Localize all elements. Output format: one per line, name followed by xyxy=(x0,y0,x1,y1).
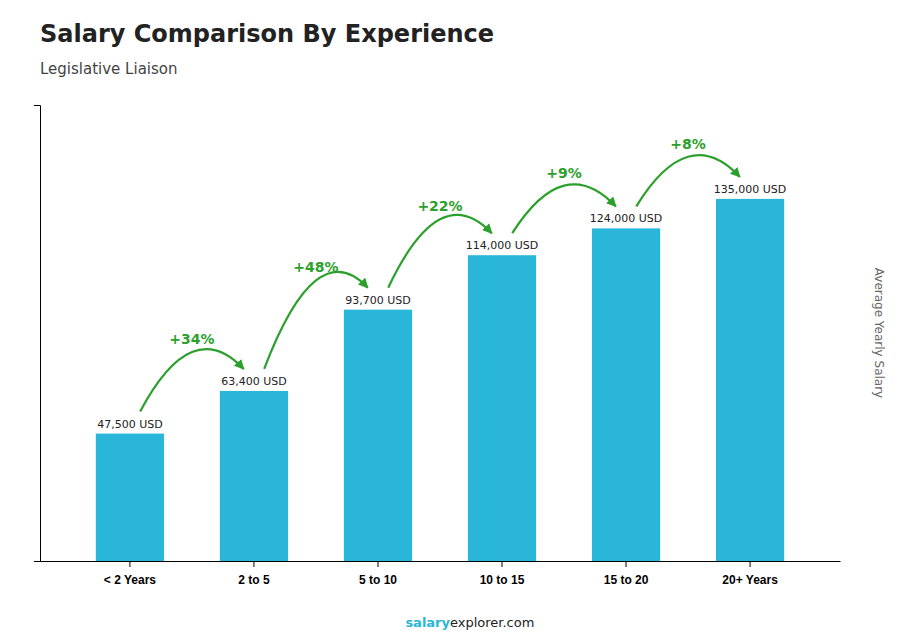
change-arrow xyxy=(264,272,368,369)
data-label: 47,500 USD xyxy=(97,418,163,431)
x-tick-mark xyxy=(502,561,503,567)
x-tick: 10 to 15 xyxy=(480,561,525,587)
x-tick: 20+ Years xyxy=(722,561,778,587)
footer-brand: salary xyxy=(405,615,450,630)
y-axis-line xyxy=(34,106,41,562)
change-arrow xyxy=(512,184,616,233)
bar xyxy=(592,228,660,561)
x-tick-label: 10 to 15 xyxy=(480,573,525,587)
x-tick-label: < 2 Years xyxy=(104,573,156,587)
title: Salary Comparison By Experience xyxy=(40,20,494,48)
change-label: +34% xyxy=(169,331,214,347)
x-tick: 5 to 10 xyxy=(359,561,397,587)
x-tick-mark xyxy=(129,561,130,567)
x-tick-mark xyxy=(377,561,378,567)
change-label: +22% xyxy=(417,198,462,214)
x-axis-line xyxy=(41,561,841,562)
y-axis xyxy=(34,106,41,562)
bar xyxy=(468,255,536,561)
chart: Salary Comparison By Experience Legislati… xyxy=(0,0,900,641)
change-arrow xyxy=(388,215,492,288)
footer-domain: explorer.com xyxy=(450,615,534,630)
x-tick-label: 2 to 5 xyxy=(238,573,270,587)
change-arrow xyxy=(636,155,740,206)
change-arrow xyxy=(140,349,244,411)
x-tick: < 2 Years xyxy=(104,561,156,587)
change-label: +8% xyxy=(670,136,706,152)
bar xyxy=(96,434,164,561)
x-tick-mark xyxy=(626,561,627,567)
x-tick-mark xyxy=(750,561,751,567)
plot: < 2 Years 2 to 5 5 to 10 10 to 15 15 to 20 20… xyxy=(34,106,841,588)
data-labels: 47,500 USD 63,400 USD 93,700 USD 114,000 US… xyxy=(97,183,786,431)
data-label: 135,000 USD xyxy=(714,183,787,196)
bar xyxy=(220,391,288,561)
data-label: 63,400 USD xyxy=(221,375,287,388)
x-tick: 15 to 20 xyxy=(604,561,649,587)
bar xyxy=(716,199,784,561)
change-label: +48% xyxy=(293,259,338,275)
x-tick-label: 20+ Years xyxy=(722,573,778,587)
subtitle: Legislative Liaison xyxy=(40,60,178,78)
y-axis-title: Average Yearly Salary xyxy=(872,268,886,398)
bar xyxy=(344,310,412,561)
bars xyxy=(96,199,784,561)
x-tick-label: 5 to 10 xyxy=(359,573,397,587)
data-label: 124,000 USD xyxy=(590,212,663,225)
data-label: 93,700 USD xyxy=(345,294,411,307)
x-axis: < 2 Years 2 to 5 5 to 10 10 to 15 15 to 20 20… xyxy=(41,561,841,587)
x-tick-mark xyxy=(253,561,254,567)
x-tick: 2 to 5 xyxy=(238,561,270,587)
data-label: 114,000 USD xyxy=(466,239,539,252)
x-tick-label: 15 to 20 xyxy=(604,573,649,587)
change-label: +9% xyxy=(546,165,582,181)
change-annotations: +34% +48% +22% +9% +8% xyxy=(140,136,740,412)
